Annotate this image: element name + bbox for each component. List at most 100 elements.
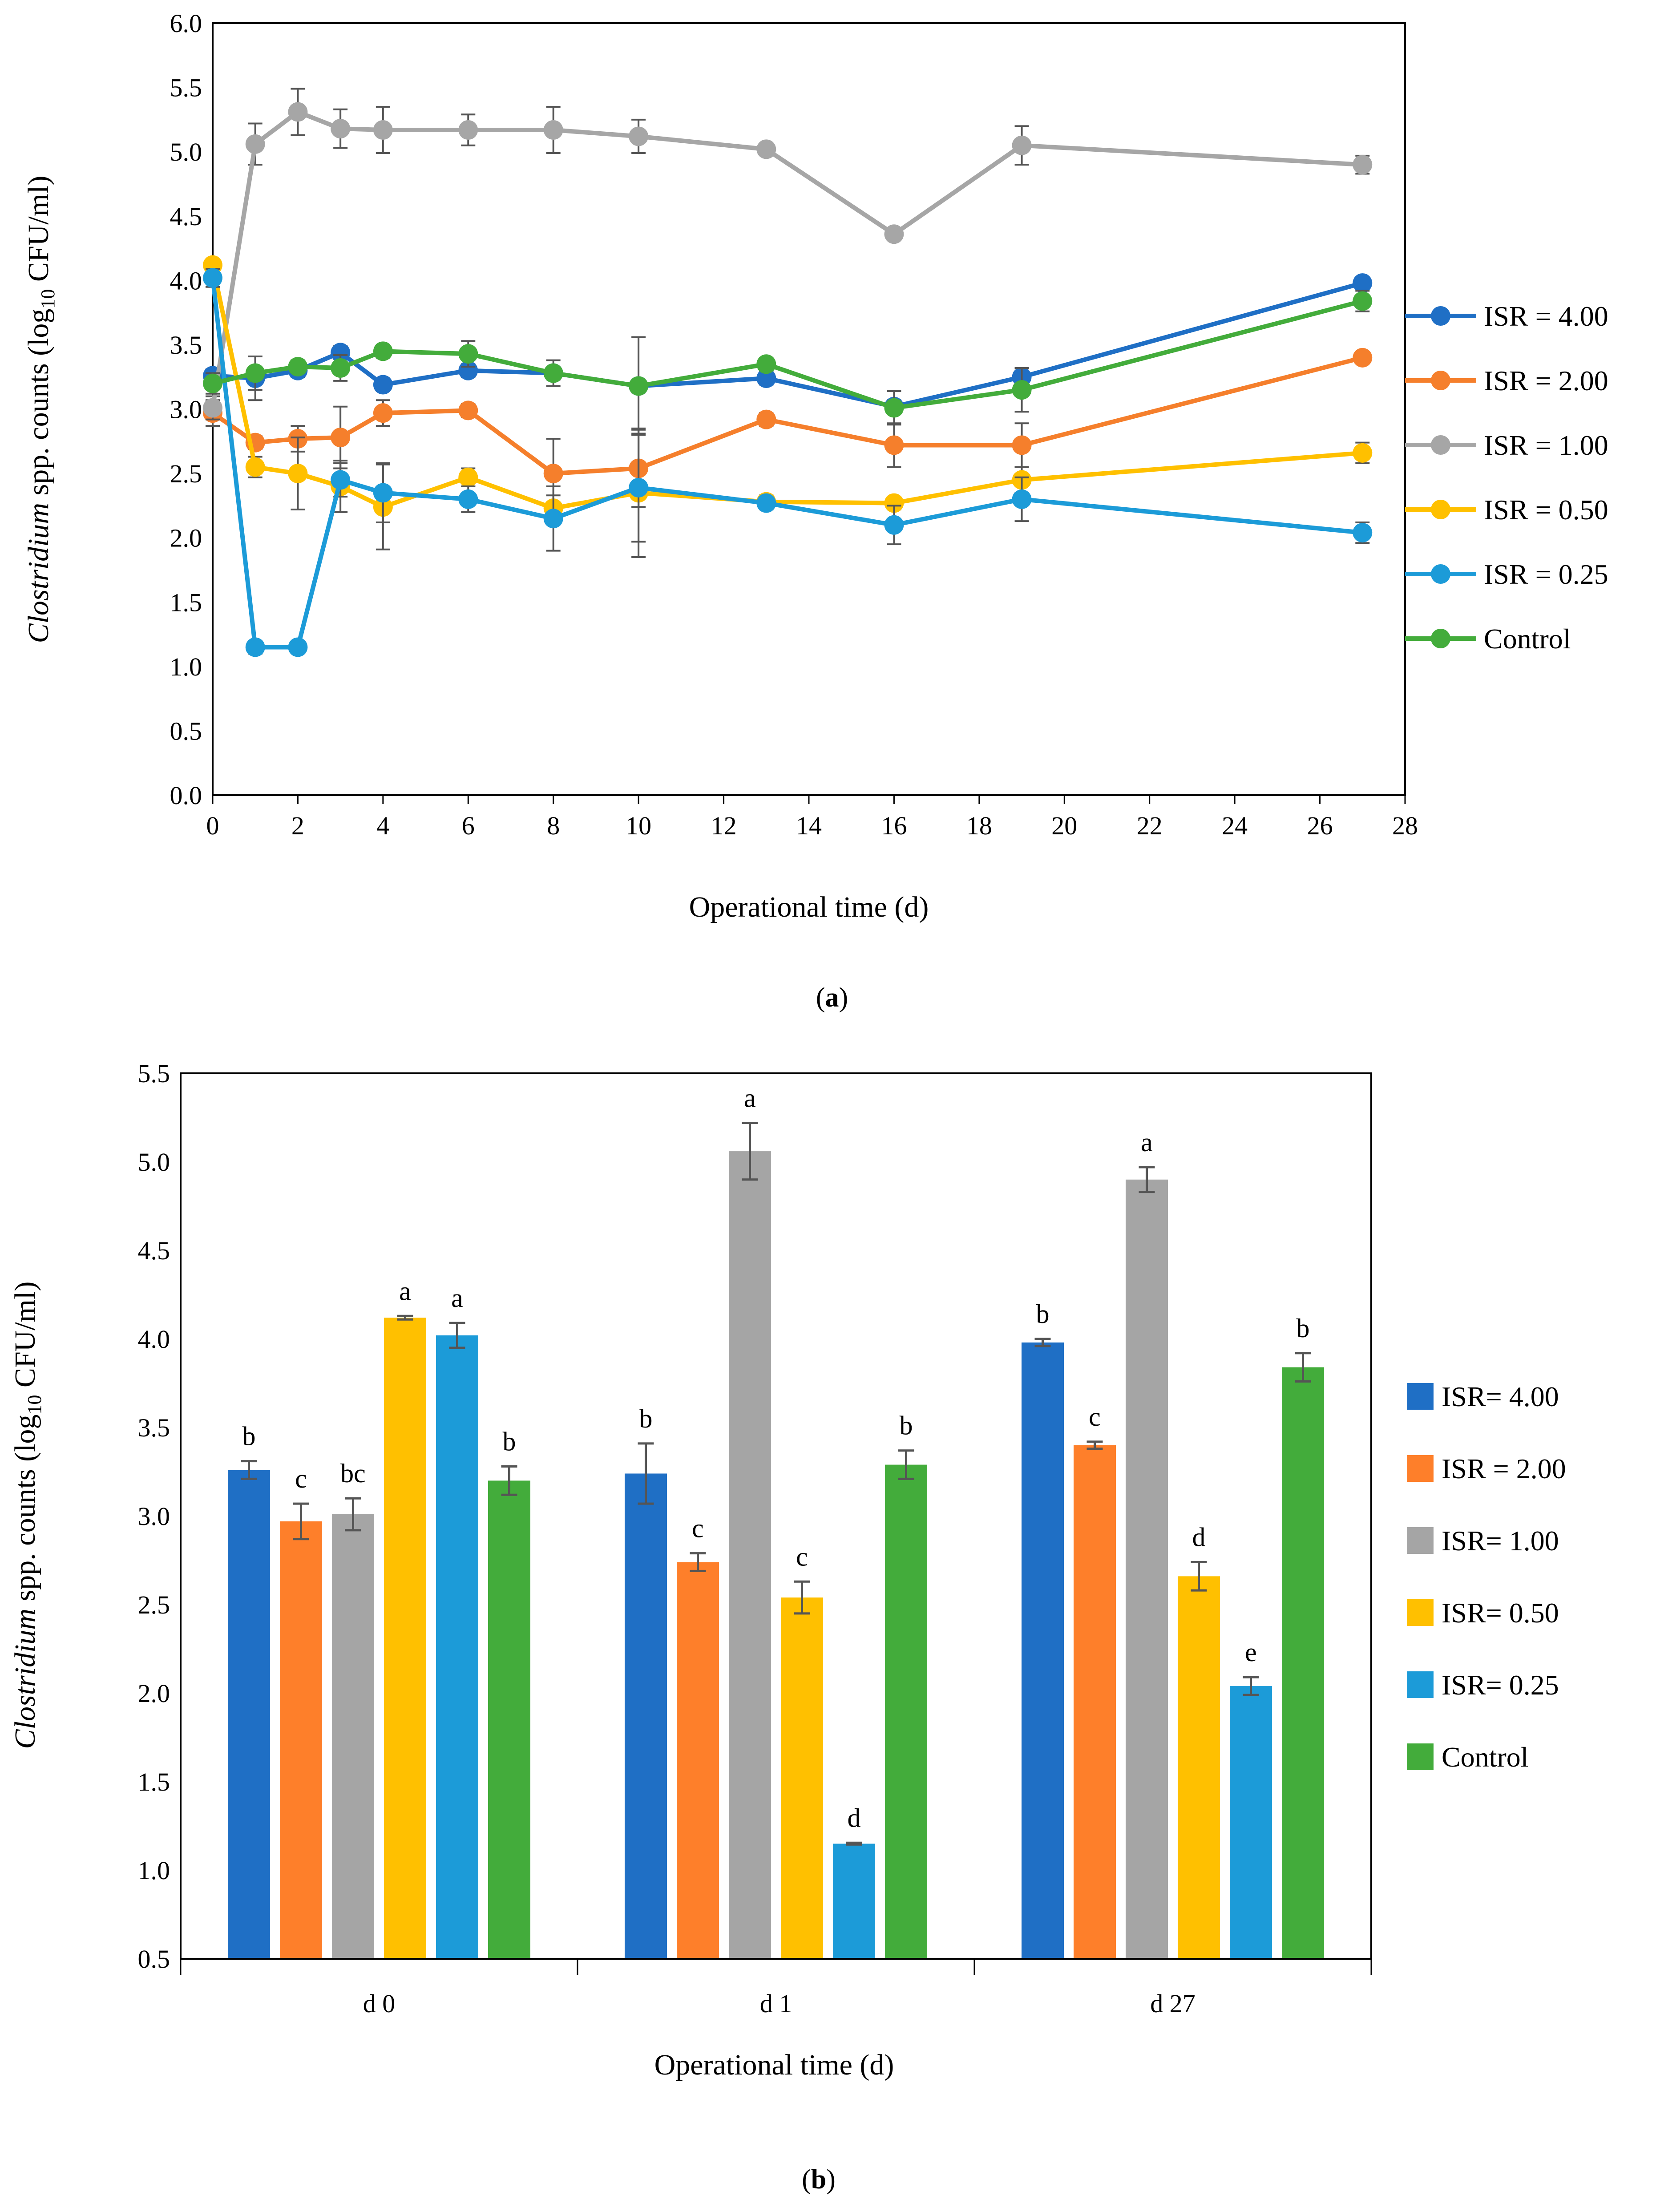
y-tick-label: 1.5 (170, 588, 202, 617)
y-axis-b: 0.5 1.0 1.5 2.0 2.5 3.0 3.5 4.0 4.5 5.0 5.5 (138, 1059, 170, 1973)
significance-letter: b (900, 1411, 913, 1440)
y-tick-label: 4.0 (170, 266, 202, 295)
x-tick-label: 20 (1051, 811, 1077, 840)
legend-marker (1431, 500, 1450, 519)
data-point (629, 376, 649, 396)
significance-letter: bc (340, 1459, 366, 1488)
legend-item: ISR= 0.25 (1407, 1669, 1559, 1701)
y-tick-label: 0.5 (138, 1945, 170, 1973)
y-axis-label-b: Clostridium spp. counts (log10 CFU/ml) (9, 1282, 45, 1749)
bar (729, 1151, 771, 1959)
y-tick-label: 2.0 (170, 524, 202, 553)
y-tick-label: 5.0 (138, 1148, 170, 1177)
x-tick-label: 28 (1392, 811, 1418, 840)
legend-item: ISR= 0.50 (1407, 1597, 1559, 1629)
data-point (458, 344, 478, 364)
x-tick-label: 2 (291, 811, 304, 840)
data-point (458, 489, 478, 509)
significance-letter: c (295, 1464, 307, 1493)
y-tick-label: 4.0 (138, 1325, 170, 1354)
bar (1074, 1445, 1116, 1959)
significance-letter: a (399, 1276, 411, 1306)
data-point (884, 515, 904, 535)
x-tick-label: 4 (376, 811, 389, 840)
y-axis-label-a: Clostridium spp. counts (log10 CFU/ml) (22, 176, 59, 643)
bar (1126, 1179, 1168, 1959)
y-tick-label: 3.0 (138, 1502, 170, 1531)
bar (384, 1318, 426, 1959)
data-point (245, 134, 265, 154)
y-tick-label: 3.5 (138, 1413, 170, 1442)
x-tick-label: 24 (1222, 811, 1248, 840)
data-point (756, 354, 776, 374)
data-point (756, 368, 776, 388)
legend-b: ISR= 4.00 ISR = 2.00 ISR= 1.00 ISR= 0.50 ISR… (1407, 1381, 1566, 1773)
legend-item: ISR= 4.00 (1407, 1381, 1559, 1412)
bar (280, 1521, 322, 1959)
significance-letter: b (242, 1422, 256, 1451)
data-point (458, 120, 478, 140)
series-group-a (203, 88, 1373, 657)
data-point (245, 637, 265, 657)
data-point (543, 120, 563, 140)
data-point (629, 477, 649, 497)
y-tick-label: 5.5 (170, 73, 202, 102)
legend-item: ISR= 1.00 (1407, 1525, 1559, 1557)
y-tick-label: 1.0 (170, 652, 202, 681)
data-point (288, 102, 308, 122)
x-category-label: d 0 (363, 1989, 396, 2018)
data-point (331, 470, 351, 490)
legend-label: ISR= 0.50 (1442, 1597, 1559, 1629)
bar (1022, 1342, 1064, 1959)
bar (1282, 1367, 1324, 1959)
y-tick-label: 6.0 (170, 9, 202, 38)
y-axis-a: 0.0 0.5 1.0 1.5 2.0 2.5 3.0 3.5 4.0 4.5 5.0 5.5 6.0 (170, 9, 202, 810)
legend-item: ISR = 2.00 (1405, 365, 1608, 396)
data-point (373, 483, 393, 503)
legend-marker (1431, 564, 1450, 584)
legend-label: Control (1442, 1741, 1529, 1773)
data-point (458, 360, 478, 380)
significance-letter: a (1141, 1128, 1153, 1157)
data-point (1353, 273, 1373, 293)
x-tick-label: 0 (206, 811, 219, 840)
y-tick-label: 0.0 (170, 781, 202, 810)
legend-label: ISR = 4.00 (1484, 300, 1608, 332)
data-point (458, 467, 478, 487)
data-point (884, 435, 904, 455)
bar (885, 1464, 927, 1959)
data-point (1012, 489, 1032, 509)
legend-label: ISR = 0.50 (1484, 494, 1608, 526)
x-axis-label-a: Operational time (d) (689, 891, 929, 923)
bar (488, 1480, 530, 1959)
legend-label: ISR = 2.00 (1484, 365, 1608, 396)
x-axis-a: 0 2 4 6 8 10 12 14 16 18 20 22 24 26 28 (206, 795, 1418, 840)
x-tick-label: 26 (1307, 811, 1333, 840)
bar-chart-b: 0.51.01.52.02.53.03.54.04.55.05.5 bbbccc… (9, 1059, 1566, 2195)
data-point (543, 363, 563, 383)
x-tick-label: 8 (547, 811, 560, 840)
data-point (245, 363, 265, 383)
legend-label: Control (1484, 623, 1571, 655)
legend-item: ISR = 2.00 (1407, 1453, 1566, 1484)
y-tick-label: 4.5 (170, 202, 202, 231)
data-point (543, 509, 563, 529)
significance-letter: b (1296, 1314, 1310, 1343)
x-tick-label: 12 (711, 811, 737, 840)
legend-label: ISR = 2.00 (1442, 1453, 1566, 1484)
data-point (756, 409, 776, 429)
data-point (458, 400, 478, 421)
legend-label: ISR = 0.25 (1484, 558, 1608, 590)
data-point (373, 375, 393, 395)
bar (781, 1597, 823, 1959)
data-point (1353, 155, 1373, 175)
significance-letter: a (451, 1283, 463, 1313)
legend-item: ISR = 1.00 (1405, 429, 1608, 461)
y-tick-label: 2.5 (138, 1590, 170, 1619)
data-point (1353, 523, 1373, 543)
data-point (1353, 443, 1373, 463)
data-point (331, 428, 351, 448)
data-point (288, 357, 308, 377)
legend-marker (1431, 306, 1450, 326)
